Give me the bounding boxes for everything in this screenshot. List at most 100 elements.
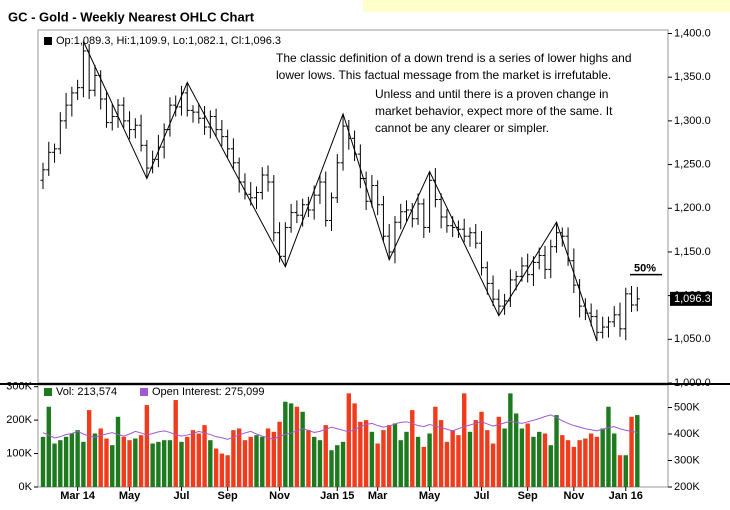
volume-bar bbox=[248, 436, 253, 487]
volume-bar bbox=[185, 436, 190, 487]
banner bbox=[363, 0, 730, 12]
volume-bar bbox=[583, 438, 588, 487]
volume-bar bbox=[617, 455, 623, 487]
volume-bar bbox=[156, 441, 161, 487]
y-tick-label: 1,200.0 bbox=[674, 202, 711, 214]
volume-bar bbox=[542, 433, 548, 487]
volume-bar bbox=[623, 455, 628, 487]
x-tick-label: Mar 14 bbox=[60, 490, 96, 502]
volume-bar bbox=[254, 435, 259, 487]
volume-bar bbox=[363, 420, 369, 487]
volume-bar bbox=[225, 455, 230, 487]
volume-bar bbox=[473, 420, 478, 487]
volume-bar bbox=[98, 428, 103, 487]
volume-bar bbox=[52, 443, 57, 487]
volume-bar bbox=[311, 436, 317, 487]
oi-line bbox=[42, 414, 638, 440]
volume-bar bbox=[444, 441, 450, 487]
volume-bar bbox=[271, 431, 276, 487]
volume-legend: Vol: 213,574 bbox=[56, 386, 117, 398]
volume-bar bbox=[421, 446, 427, 487]
volume-bar bbox=[40, 436, 46, 487]
volume-bar bbox=[63, 436, 69, 487]
volume-bar bbox=[150, 443, 155, 487]
volume-bar bbox=[161, 440, 167, 487]
volume-bar bbox=[306, 430, 311, 487]
chart-title: GC - Gold - Weekly Nearest OHLC Chart bbox=[8, 9, 255, 24]
y-tick-label: 1,250.0 bbox=[674, 158, 711, 170]
y-tick-label: 100K bbox=[6, 447, 32, 459]
volume-bar bbox=[462, 393, 467, 487]
volume-bar bbox=[629, 416, 634, 487]
volume-bar bbox=[479, 411, 484, 487]
y-tick-label: 1,300.0 bbox=[674, 115, 711, 127]
volume-bar bbox=[508, 393, 513, 487]
volume-bar bbox=[427, 433, 432, 487]
legend-swatch bbox=[44, 388, 52, 396]
volume-bar bbox=[231, 430, 236, 487]
volume-bar bbox=[340, 441, 346, 487]
volume-bar bbox=[456, 435, 461, 487]
volume-bar bbox=[127, 440, 132, 487]
volume-bar bbox=[283, 401, 288, 487]
annotation: The classic definition of a down trend i… bbox=[276, 51, 632, 65]
volume-bar bbox=[133, 438, 138, 487]
x-tick-label: Jan 16 bbox=[609, 490, 643, 502]
volume-bar bbox=[485, 430, 490, 487]
y-tick-label: 200K bbox=[674, 481, 700, 493]
volume-bar bbox=[277, 421, 282, 487]
trend-line bbox=[82, 41, 598, 342]
x-tick-label: May bbox=[119, 490, 141, 502]
x-tick-label: Sep bbox=[218, 490, 238, 502]
x-tick-label: Nov bbox=[269, 490, 291, 502]
volume-bar bbox=[300, 411, 305, 487]
annotation: cannot be any clearer or simpler. bbox=[375, 121, 549, 135]
volume-bar bbox=[86, 410, 92, 487]
x-tick-label: May bbox=[419, 490, 441, 502]
last-price-box bbox=[670, 291, 712, 306]
volume-bar bbox=[260, 436, 265, 487]
y-tick-label: 0K bbox=[19, 481, 33, 493]
volume-bar bbox=[317, 440, 323, 487]
volume-bar bbox=[398, 440, 403, 487]
legend-swatch bbox=[44, 37, 52, 45]
volume-bar bbox=[410, 410, 415, 487]
volume-bar bbox=[115, 416, 121, 487]
volume-bar bbox=[571, 446, 577, 487]
volume-bar bbox=[438, 420, 444, 487]
volume-bar bbox=[490, 443, 496, 487]
volume-bar bbox=[144, 405, 150, 487]
volume-bar bbox=[213, 448, 219, 487]
volume-bar bbox=[600, 428, 605, 487]
volume-bar bbox=[415, 436, 421, 487]
ohlc-legend: Op:1,089.3, Hi:1,109.9, Lo:1,082.1, Cl:1… bbox=[56, 35, 281, 47]
volume-bar bbox=[381, 430, 386, 487]
y-tick-label: 300K bbox=[6, 381, 32, 393]
volume-bar bbox=[294, 406, 300, 487]
volume-bar bbox=[560, 435, 565, 487]
volume-bar bbox=[92, 433, 98, 487]
last-price-label: 1,096.3 bbox=[674, 293, 711, 305]
volume-bar bbox=[496, 416, 502, 487]
volume-bar bbox=[531, 436, 536, 487]
volume-bar bbox=[329, 450, 334, 487]
volume-bar bbox=[594, 436, 600, 487]
volume-bar bbox=[635, 415, 640, 487]
y-tick-label: 400K bbox=[674, 428, 700, 440]
annotation: lower lows. This factual message from th… bbox=[276, 68, 611, 82]
volume-bar bbox=[179, 441, 184, 487]
volume-bar bbox=[612, 433, 617, 487]
volume-bar bbox=[450, 430, 455, 487]
volume-bar bbox=[554, 415, 559, 487]
volume-bar bbox=[288, 403, 294, 487]
volume-bar bbox=[375, 443, 380, 487]
volume-bar bbox=[265, 428, 271, 487]
volume-bar bbox=[190, 430, 196, 487]
volume-bar bbox=[588, 433, 594, 487]
volume-bar bbox=[537, 431, 542, 487]
price-panel bbox=[37, 29, 669, 384]
volume-bar bbox=[513, 413, 519, 487]
volume-bar bbox=[387, 425, 392, 487]
y-tick-label: 1,000.0 bbox=[674, 377, 711, 389]
